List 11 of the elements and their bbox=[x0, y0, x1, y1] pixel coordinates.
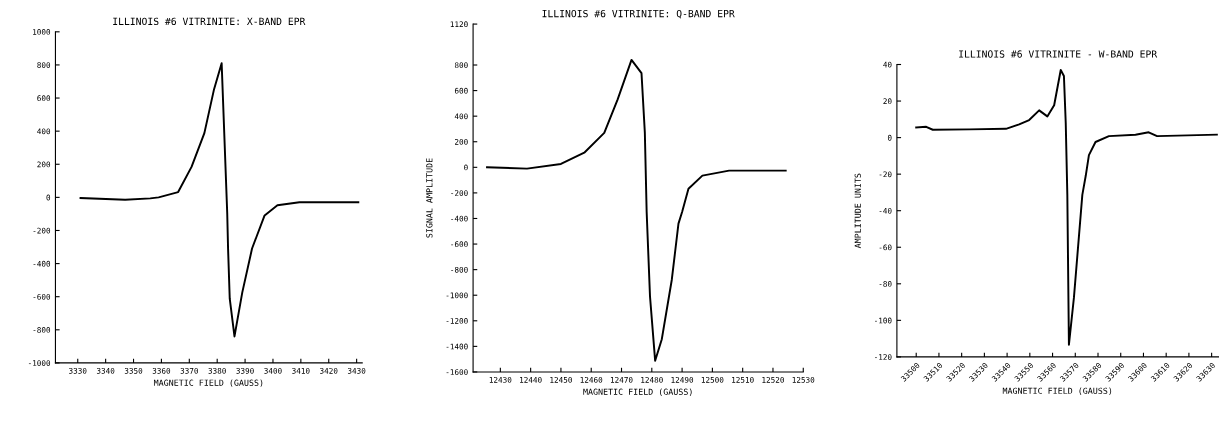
y-axis-title: SIGNAL AMPLITUDE bbox=[426, 158, 433, 238]
y-axis-title: AMPLITUDE UNITS bbox=[854, 173, 861, 249]
line-series bbox=[79, 62, 360, 338]
x-axis-title: MAGNETIC FIELD (GAUSS) bbox=[153, 379, 263, 387]
line-series bbox=[486, 58, 787, 362]
x-axis-title: MAGNETIC FIELD (GAUSS) bbox=[1002, 387, 1112, 395]
chart-title: ILLINOIS #6 VITRINITE - W-BAND EPR bbox=[959, 50, 1158, 58]
x-axis-title: MAGNETIC FIELD (GAUSS) bbox=[583, 388, 692, 396]
line-series bbox=[915, 69, 1218, 346]
chart-title: ILLINOIS #6 VITRINITE: X-BAND EPR bbox=[113, 17, 306, 26]
chart-title: ILLINOIS #6 VITRINITE: Q-BAND EPR bbox=[542, 9, 735, 19]
